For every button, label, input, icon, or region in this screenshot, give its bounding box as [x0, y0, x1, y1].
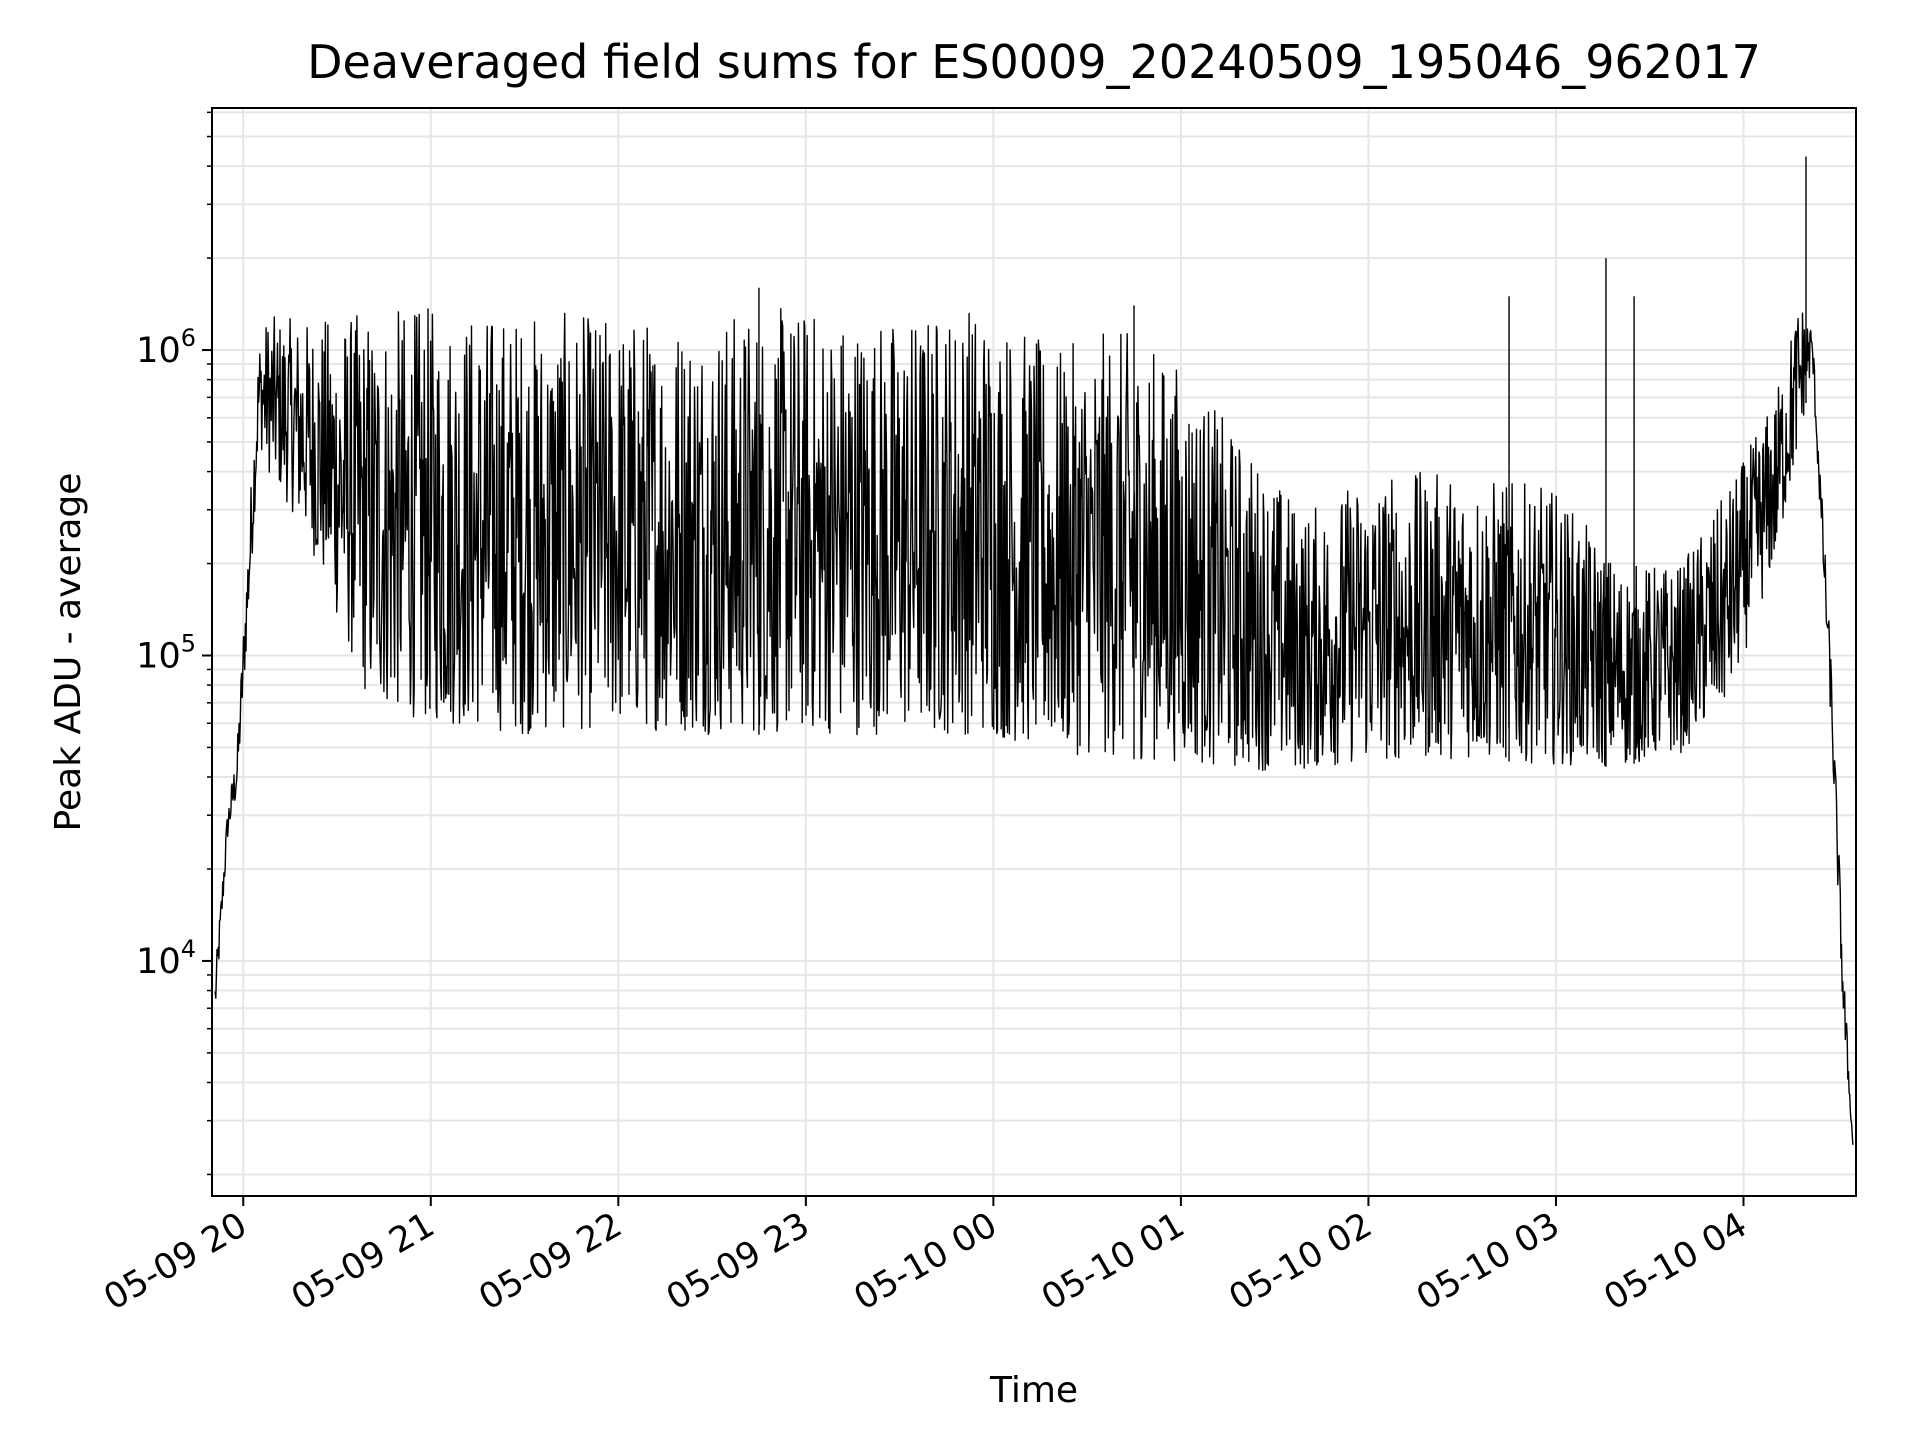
series-layer: [214, 156, 1854, 1145]
y-tick-label: 104: [136, 935, 196, 982]
x-axis-label: Time: [989, 1370, 1078, 1411]
y-axis-label: Peak ADU - average: [48, 473, 89, 832]
y-tick-label: 105: [136, 629, 196, 676]
grid: [212, 108, 1856, 1196]
series-line: [214, 308, 1854, 1145]
chart-title: Deaveraged field sums for ES0009_2024050…: [307, 35, 1761, 89]
y-tick-label: 106: [136, 324, 196, 371]
y-axis-ticks: 104 105 106: [136, 111, 212, 1176]
plot-frame: [211, 107, 1857, 1197]
